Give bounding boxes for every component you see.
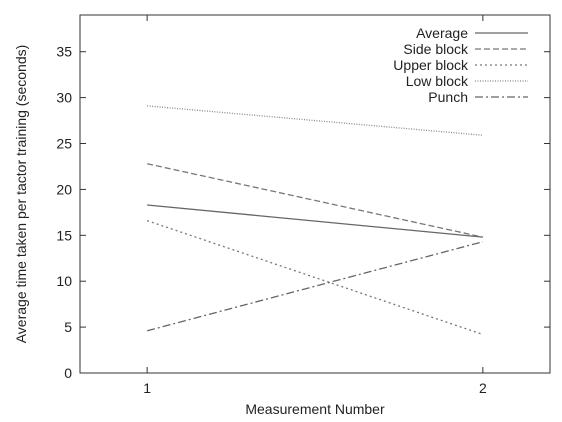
series-line-average bbox=[147, 204, 483, 238]
x-tick-label: 2 bbox=[479, 380, 487, 396]
y-tick-label: 15 bbox=[56, 227, 72, 243]
x-tick-label: 1 bbox=[143, 380, 151, 396]
y-axis-title: Average time taken per tactor training (… bbox=[13, 45, 29, 344]
y-tick-label: 30 bbox=[56, 90, 72, 106]
y-tick-label: 5 bbox=[64, 319, 72, 335]
y-tick-label: 0 bbox=[64, 365, 72, 381]
series-line-low-block bbox=[147, 105, 483, 136]
plot-frame bbox=[79, 14, 551, 374]
y-axis-ticks: 0 5 10 15 20 25 30 35 bbox=[56, 44, 550, 381]
y-tick-label: 35 bbox=[56, 44, 72, 60]
legend-label: Upper block bbox=[393, 57, 469, 73]
legend-label: Side block bbox=[403, 41, 469, 57]
y-tick-label: 25 bbox=[56, 136, 72, 152]
legend-label: Low block bbox=[406, 73, 469, 89]
series-line-punch bbox=[146, 241, 484, 332]
legend-label: Punch bbox=[428, 89, 468, 105]
y-tick-label: 20 bbox=[56, 181, 72, 197]
x-axis-title: Measurement Number bbox=[245, 401, 385, 417]
series-layer bbox=[146, 105, 484, 336]
series-line-side-block bbox=[147, 163, 483, 238]
series-line-upper-block bbox=[146, 220, 484, 336]
y-tick-label: 10 bbox=[56, 273, 72, 289]
legend-label: Average bbox=[416, 25, 468, 41]
